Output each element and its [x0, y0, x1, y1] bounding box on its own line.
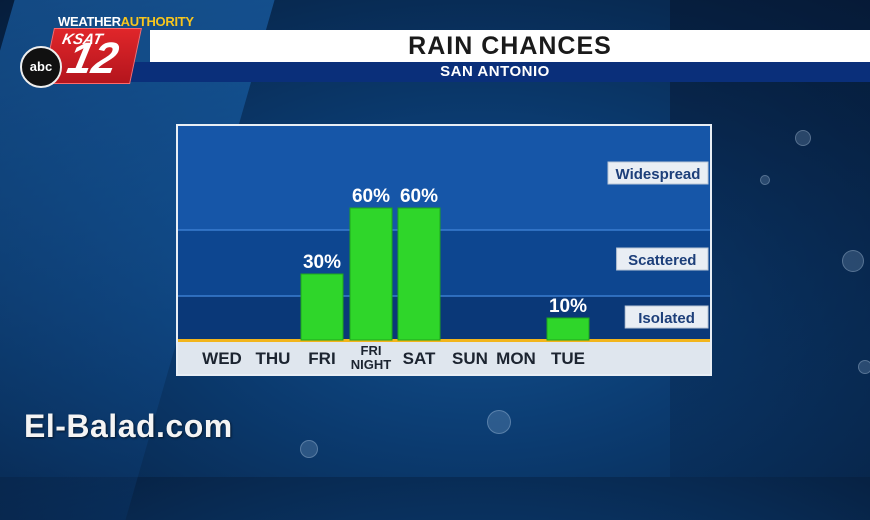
x-axis-line — [178, 339, 710, 342]
level-tag-isolated — [624, 305, 709, 329]
raindrop — [795, 130, 811, 146]
raindrop — [858, 360, 870, 374]
bar-value-label: 10% — [549, 296, 587, 317]
level-tag-label-widespread: Widespread — [616, 166, 701, 183]
ksat-logo-number: 12 — [63, 34, 123, 83]
bar-value-label: 60% — [400, 186, 438, 207]
raindrop — [487, 410, 511, 434]
level-tag-label-isolated: Isolated — [638, 310, 695, 327]
raindrop — [760, 175, 770, 185]
x-tick-label: NIGHT — [351, 357, 392, 372]
weather-authority-brand: WEATHERAUTHORITY — [58, 14, 194, 29]
bar-tue — [546, 317, 590, 341]
x-tick-label: TUE — [551, 349, 585, 368]
chart-canvas: Isolated Scattered Widespread WED THU 30% FRI 6… — [178, 126, 710, 374]
x-tick-label: MON — [496, 349, 536, 368]
x-tick-label: THU — [256, 349, 291, 368]
level-band-isolated — [178, 296, 710, 340]
bar-value-label: 60% — [352, 186, 390, 207]
bar-fri-night — [349, 207, 393, 341]
brand-suffix: AUTHORITY — [120, 14, 194, 29]
abc-logo: abc — [20, 46, 62, 88]
bar-value-label: 30% — [303, 252, 341, 273]
page-subtitle: SAN ANTONIO — [440, 63, 550, 80]
bar-fri — [300, 273, 344, 341]
bar-sat — [397, 207, 441, 341]
level-tag-label-scattered: Scattered — [628, 252, 696, 269]
raindrop — [300, 440, 318, 458]
x-tick-label: SAT — [403, 349, 436, 368]
raindrop — [842, 250, 864, 272]
x-tick-label: FRI — [308, 349, 335, 368]
subtitle-bar: SAN ANTONIO — [120, 62, 870, 82]
level-tag-widespread — [607, 161, 709, 185]
page-title: RAIN CHANCES — [408, 32, 612, 60]
watermark: El-Balad.com — [24, 408, 233, 444]
x-tick-label: WED — [202, 349, 242, 368]
title-bar: RAIN CHANCES — [150, 30, 870, 62]
brand-prefix: WEATHER — [58, 14, 121, 29]
x-axis-strip — [178, 340, 710, 374]
x-tick-label: FRI — [361, 343, 382, 358]
level-tag-scattered — [616, 247, 709, 271]
rain-chance-chart: Isolated Scattered Widespread WED THU 30% FRI 6… — [176, 124, 712, 376]
x-tick-label: SUN — [452, 349, 488, 368]
